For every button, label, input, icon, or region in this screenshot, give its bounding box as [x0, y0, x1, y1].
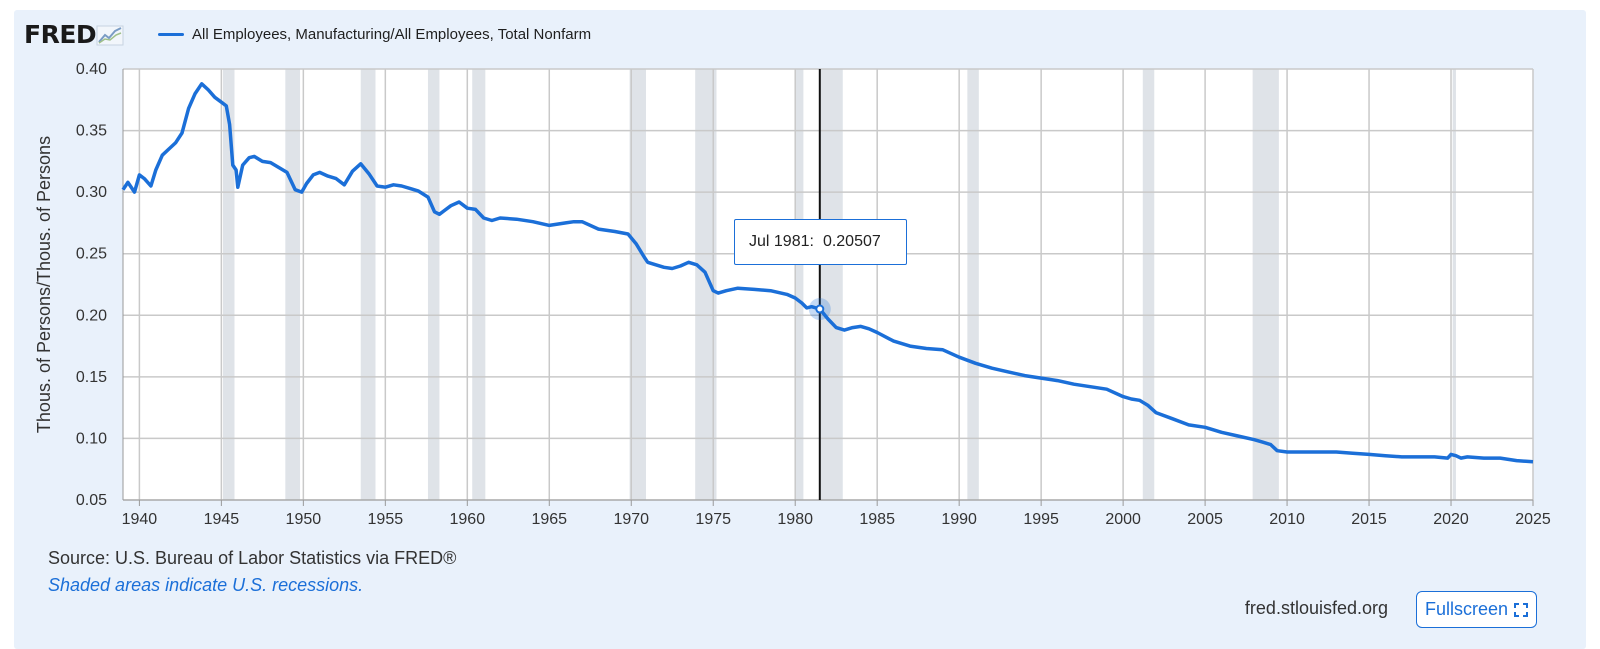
x-tick-label: 1955: [368, 511, 404, 528]
fullscreen-label: Fullscreen: [1424, 599, 1509, 619]
fred-logo[interactable]: FRED: [24, 20, 124, 49]
y-tick-label: 0.15: [76, 369, 107, 386]
recession-note: Shaded areas indicate U.S. recessions.: [48, 575, 364, 595]
legend[interactable]: All Employees, Manufacturing/All Employe…: [158, 26, 591, 43]
x-tick-label: 1975: [695, 511, 731, 528]
recession-band: [967, 69, 979, 500]
y-tick-label: 0.20: [76, 307, 107, 324]
x-tick-label: 2015: [1351, 511, 1387, 528]
site-link[interactable]: fred.stlouisfed.org: [1244, 598, 1388, 618]
x-tick-label: 1970: [613, 511, 649, 528]
x-tick-label: 2005: [1187, 511, 1223, 528]
source-text: Source: U.S. Bureau of Labor Statistics …: [48, 548, 457, 568]
recession-band: [695, 69, 717, 500]
line-chart-icon: [96, 25, 124, 45]
fullscreen-button[interactable]: Fullscreen: [1416, 591, 1537, 628]
y-tick-label: 0.10: [76, 430, 107, 447]
recession-band: [629, 69, 647, 500]
y-tick-label: 0.30: [76, 184, 107, 201]
fred-logo-text: FRED: [24, 20, 97, 49]
y-tick-label: 0.05: [76, 492, 107, 509]
recession-band: [1252, 69, 1279, 500]
y-tick-label: 0.40: [76, 61, 107, 78]
x-tick-label: 1995: [1023, 511, 1059, 528]
recession-band: [1142, 69, 1155, 500]
x-tick-label: 1950: [286, 511, 322, 528]
tooltip-date: Jul 1981:: [749, 233, 814, 250]
recession-band: [472, 69, 486, 500]
recession-band: [819, 69, 843, 500]
x-tick-label: 2010: [1269, 511, 1305, 528]
expand-icon: [1514, 602, 1529, 617]
x-tick-label: 1965: [531, 511, 567, 528]
x-tick-label: 1980: [777, 511, 813, 528]
recession-band: [427, 69, 440, 500]
x-tick-label: 1985: [859, 511, 895, 528]
legend-label: All Employees, Manufacturing/All Employe…: [192, 26, 592, 43]
legend-swatch: [158, 33, 184, 36]
x-tick-label: 2020: [1433, 511, 1469, 528]
x-tick-label: 1945: [204, 511, 240, 528]
y-axis-label: Thous. of Persons/Thous. of Persons: [34, 136, 54, 433]
recession-band: [795, 69, 804, 500]
x-tick-label: 1960: [450, 511, 486, 528]
y-tick-label: 0.35: [76, 123, 107, 140]
hover-point: [815, 304, 825, 314]
x-tick-label: 1990: [941, 511, 977, 528]
x-tick-label: 2025: [1515, 511, 1551, 528]
tooltip-value: 0.20507: [822, 233, 881, 250]
recession-band: [285, 69, 301, 500]
recession-band: [1452, 69, 1456, 500]
x-tick-label: 1940: [122, 511, 158, 528]
recession-band: [360, 69, 376, 500]
tooltip: Jul 1981: 0.20507: [734, 219, 907, 265]
y-tick-label: 0.25: [76, 246, 107, 263]
series-line: [121, 82, 1534, 464]
x-tick-label: 2000: [1105, 511, 1141, 528]
recession-band: [223, 69, 235, 500]
plot-area[interactable]: [121, 68, 1534, 506]
